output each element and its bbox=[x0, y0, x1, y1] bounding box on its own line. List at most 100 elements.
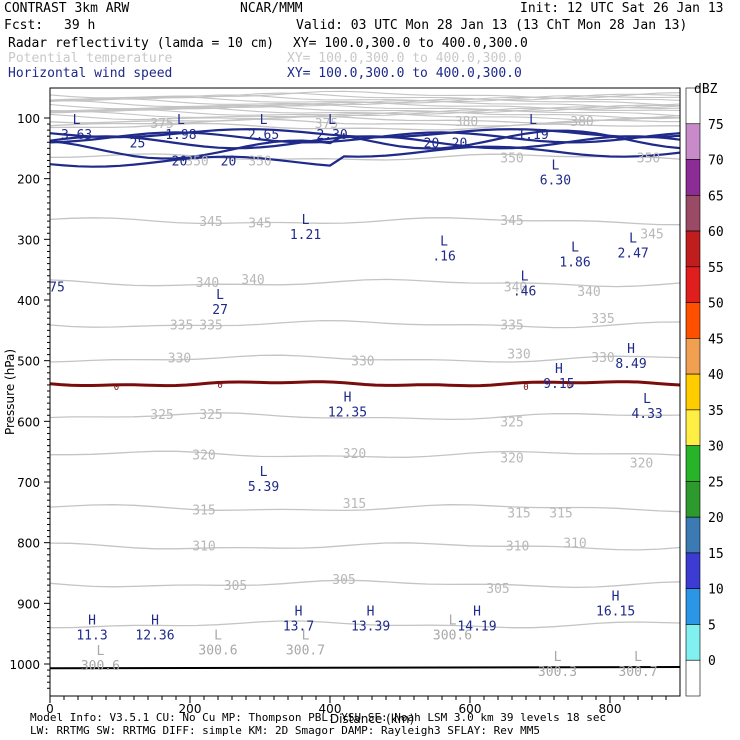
wind-contour bbox=[49, 129, 681, 160]
theta-contour bbox=[49, 115, 681, 124]
extremum-type: L bbox=[73, 113, 81, 128]
colorbar-level-label: 45 bbox=[708, 332, 724, 347]
wind-label: 25 bbox=[130, 136, 146, 151]
colorbar-swatch bbox=[685, 409, 701, 446]
extremum-value: 12.35 bbox=[328, 405, 367, 420]
theta-label: 310 bbox=[506, 540, 529, 555]
extremum-type: L bbox=[177, 113, 185, 128]
extremum-type: L bbox=[529, 113, 537, 128]
theta-label: 345 bbox=[199, 215, 222, 230]
theta-label: 345 bbox=[640, 227, 663, 242]
wind-label: 20 bbox=[172, 154, 188, 169]
theta-label: 340 bbox=[196, 276, 219, 291]
theta-label: 350 bbox=[637, 151, 660, 166]
wind-contour-lines bbox=[49, 128, 681, 168]
theta-label: 350 bbox=[500, 151, 523, 166]
colorbar-swatch bbox=[685, 194, 701, 232]
extremum-value: 9.15 bbox=[543, 377, 574, 392]
extremum-type: H bbox=[295, 604, 303, 619]
extremum-value: 27 bbox=[212, 303, 228, 318]
colorbar-level-label: 70 bbox=[708, 154, 724, 169]
colorbar-level-label: 15 bbox=[708, 547, 724, 562]
theta-label: 335 bbox=[199, 318, 222, 333]
colorbar-swatch bbox=[685, 373, 701, 411]
y-tick-label: 900 bbox=[17, 597, 40, 611]
extremum-type: L bbox=[634, 650, 642, 665]
extremum-type: L bbox=[449, 614, 457, 629]
colorbar-level-label: 0 bbox=[708, 654, 716, 669]
theta-label: 330 bbox=[507, 347, 530, 362]
theta-label: 315 bbox=[192, 503, 215, 518]
extremum-type: H bbox=[627, 342, 635, 357]
theta-label: 315 bbox=[343, 497, 366, 512]
extremum-value: 4.33 bbox=[631, 407, 662, 422]
theta-label: 335 bbox=[591, 312, 614, 327]
extremum-type: L bbox=[571, 240, 579, 255]
theta-label: 330 bbox=[351, 355, 374, 370]
theta-label: 345 bbox=[248, 216, 271, 231]
reflectivity-zero-contour bbox=[49, 380, 681, 388]
theta-label: 310 bbox=[192, 540, 215, 555]
plot-background bbox=[50, 88, 680, 696]
theta-contour bbox=[49, 112, 681, 121]
reflectivity-label: 0 bbox=[114, 383, 119, 393]
colorbar-swatch bbox=[685, 624, 701, 661]
extremum-value: 1.98 bbox=[165, 128, 196, 143]
extremum-value: 300.7 bbox=[618, 665, 657, 680]
theta-contour bbox=[49, 94, 681, 103]
extremum-type: L bbox=[302, 629, 310, 644]
colorbar-level-label: 65 bbox=[708, 189, 724, 204]
y-tick-label: 1000 bbox=[9, 658, 40, 672]
extremum-type: H bbox=[612, 589, 620, 604]
extremum-value: 5.39 bbox=[248, 480, 279, 495]
wind-contour bbox=[49, 145, 681, 168]
theta-contour bbox=[49, 620, 681, 629]
extremum-type: L bbox=[551, 159, 559, 174]
theta-label: 325 bbox=[150, 408, 173, 423]
extremum-type: L bbox=[629, 231, 637, 246]
extremum-type: H bbox=[151, 614, 159, 629]
reflectivity-label: 0 bbox=[567, 382, 572, 392]
colorbar-swatch bbox=[685, 266, 701, 303]
field-xy-theta: XY= 100.0,300.0 to 400.0,300.0 bbox=[287, 51, 522, 66]
theta-label: 340 bbox=[504, 281, 527, 296]
theta-label: 310 bbox=[563, 537, 586, 552]
extremum-value: 13.7 bbox=[283, 619, 314, 634]
extremum-value: 14.19 bbox=[457, 619, 496, 634]
theta-label: 335 bbox=[500, 318, 523, 333]
y-tick-label: 200 bbox=[17, 173, 40, 187]
footer-schemes: LW: RRTMG SW: RRTMG DIFF: simple KM: 2D … bbox=[30, 724, 540, 737]
extremum-value: 300.7 bbox=[286, 644, 325, 659]
theta-contour bbox=[49, 109, 681, 117]
theta-label: 320 bbox=[343, 447, 366, 462]
theta-label: 325 bbox=[199, 408, 222, 423]
y-axis: 100 200 300 400 500 600 700 800 900 1000 bbox=[9, 112, 50, 689]
theta-label: 335 bbox=[170, 318, 193, 333]
theta-label: 305 bbox=[224, 579, 247, 594]
colorbar-level-label: 5 bbox=[708, 618, 716, 633]
extremum-value: 300.6 bbox=[81, 659, 120, 674]
extremum-value: 1.19 bbox=[517, 128, 548, 143]
theta-label: 350 bbox=[185, 154, 208, 169]
theta-label: 380 bbox=[455, 115, 478, 130]
extremum-type: L bbox=[521, 270, 529, 285]
colorbar-level-label: 50 bbox=[708, 297, 724, 312]
wind-contour bbox=[49, 135, 681, 150]
colorbar-swatch bbox=[685, 338, 701, 375]
colorbar-swatch bbox=[685, 516, 701, 554]
theta-label: 305 bbox=[332, 573, 355, 588]
y-tick-label: 400 bbox=[17, 294, 40, 308]
theta-contour bbox=[49, 354, 681, 363]
extremum-value: 3.63 bbox=[61, 128, 92, 143]
colorbar-level-label: 30 bbox=[708, 440, 724, 455]
theta-label: 320 bbox=[500, 452, 523, 467]
extremum-type: L bbox=[216, 288, 224, 303]
colorbar-level-label: 55 bbox=[708, 261, 724, 276]
x-tick-label: 200 bbox=[179, 702, 202, 716]
extremum-type: H bbox=[88, 614, 96, 629]
y-tick-label: 700 bbox=[17, 476, 40, 490]
colorbar-level-label: 25 bbox=[708, 475, 724, 490]
